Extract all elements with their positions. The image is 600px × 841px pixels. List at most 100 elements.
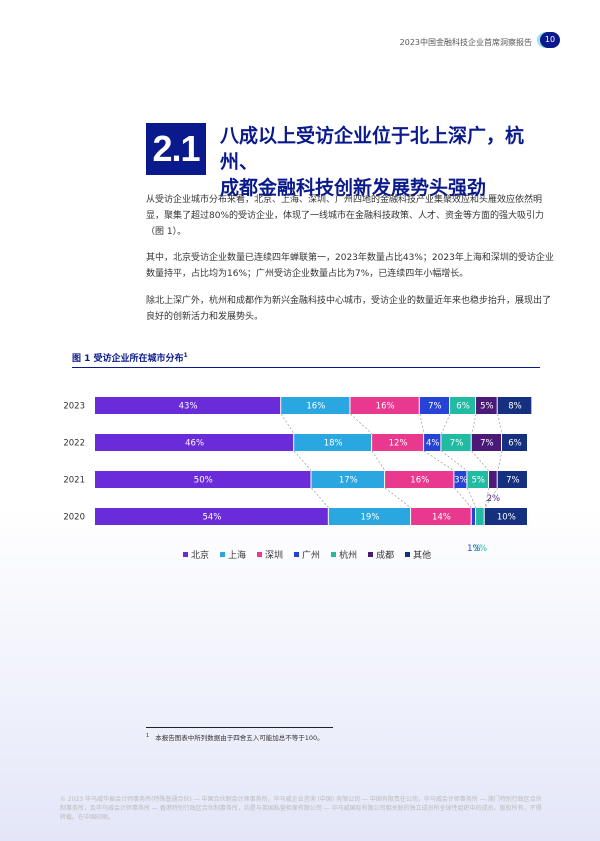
connector-line bbox=[371, 450, 386, 472]
connector-line bbox=[441, 413, 451, 435]
copyright-notice: © 2023 毕马威华振会计师事务所(特殊普通合伙) — 中国合伙制会计师事务所… bbox=[60, 796, 542, 821]
legend-label: 广州 bbox=[302, 551, 321, 561]
bar-segment bbox=[419, 397, 450, 414]
legend-swatch bbox=[257, 552, 263, 557]
legend-label: 其他 bbox=[413, 551, 432, 561]
section-title: 八成以上受访企业位于北上深广，杭州、 成都金融科技创新发展势头强劲 bbox=[220, 123, 560, 201]
footnote-text: 本报告图表中所列数据由于四舍五入可能加总不等于100。 bbox=[155, 734, 324, 742]
year-label: 2021 bbox=[63, 476, 85, 486]
bar-segment bbox=[450, 397, 476, 414]
bar-value-label: 3% bbox=[454, 476, 468, 486]
bar-segment bbox=[497, 397, 532, 414]
bar-value-label: 7% bbox=[450, 439, 464, 449]
paragraph-1: 从受访企业城市分布来看，北京、上海、深圳、广州四地的金融科技产业集聚效应和头雁效… bbox=[146, 195, 545, 237]
connector-line bbox=[484, 487, 490, 509]
legend-item: 北京 bbox=[183, 548, 209, 561]
legend-item: 广州 bbox=[294, 548, 320, 561]
report-title: 2023中国金融科技企业首席洞察报告 bbox=[399, 38, 532, 47]
bar-segment bbox=[497, 471, 527, 488]
connector-line bbox=[467, 487, 477, 509]
connector-line bbox=[384, 487, 412, 509]
connector-line bbox=[471, 450, 490, 472]
legend-label: 北京 bbox=[191, 551, 210, 561]
bar-value-label: 7% bbox=[428, 402, 442, 412]
bar-segment bbox=[484, 508, 527, 525]
bar-segment bbox=[424, 434, 441, 451]
connector-line bbox=[350, 413, 373, 435]
footnote-rule bbox=[146, 727, 333, 728]
legend-swatch bbox=[220, 552, 226, 557]
bar-value-label: 7% bbox=[506, 476, 519, 486]
bar-segment bbox=[489, 471, 497, 488]
bar-value-label: 54% bbox=[202, 513, 221, 523]
connector-line bbox=[471, 413, 477, 435]
city-distribution-chart: 2023 43% 16% 16% 7% 6% 5% 8% 2022 46% 18% 12% 4% 7% 7%… bbox=[63, 397, 532, 554]
bar-segment bbox=[95, 471, 311, 488]
bar-value-label: 2% bbox=[474, 544, 488, 554]
bar-value-label: 46% bbox=[185, 439, 204, 449]
bar-segment bbox=[95, 397, 281, 414]
legend-swatch bbox=[368, 552, 374, 557]
figure-footnote-ref: 1 bbox=[183, 352, 188, 359]
page-number-badge: 10 bbox=[540, 32, 560, 48]
year-label: 2022 bbox=[63, 439, 85, 449]
bar-segment bbox=[471, 508, 476, 525]
bar-value-label: 17% bbox=[339, 476, 358, 486]
bar-value-label: 43% bbox=[179, 402, 198, 412]
bar-segment bbox=[281, 397, 350, 414]
section-title-line1: 八成以上受访企业位于北上深广，杭州、 bbox=[220, 125, 525, 173]
legend-swatch bbox=[183, 552, 188, 557]
bar-value-label: 1% bbox=[467, 544, 481, 554]
connector-line bbox=[419, 413, 425, 435]
legend-swatch bbox=[405, 552, 411, 557]
legend-item: 上海 bbox=[220, 548, 246, 561]
bar-segment bbox=[372, 434, 424, 451]
year-label: 2023 bbox=[63, 402, 85, 412]
connector-line bbox=[441, 450, 468, 472]
legend-label: 上海 bbox=[228, 551, 247, 561]
bar-value-label: 6% bbox=[456, 402, 470, 412]
bar-segment bbox=[411, 508, 471, 525]
bar-value-label: 5% bbox=[471, 476, 485, 486]
bar-value-label: 14% bbox=[432, 513, 451, 523]
paragraph-3: 除北上深广外，杭州和成都作为新兴金融科技中心城市，受访企业的数量近年来也稳步抬升… bbox=[146, 296, 552, 322]
bar-value-label: 50% bbox=[194, 476, 213, 486]
bar-segment bbox=[502, 434, 527, 451]
figure-title-text: 图 1 受访企业所在城市分布 bbox=[72, 354, 184, 364]
footnote-marker: 1 bbox=[146, 732, 150, 739]
bar-value-label: 7% bbox=[480, 439, 494, 449]
bar-segment bbox=[454, 471, 467, 488]
legend-swatch bbox=[331, 552, 337, 557]
footnote: 1 本报告图表中所列数据由于四舍五入可能加总不等于100。 bbox=[146, 732, 324, 742]
connector-line bbox=[497, 450, 503, 472]
bar-value-label: 16% bbox=[306, 402, 325, 412]
bar-value-label: 10% bbox=[497, 513, 516, 523]
bar-segment bbox=[311, 471, 385, 488]
chart-legend: 北京 上海 深圳 广州 杭州 成都 其他 bbox=[183, 548, 431, 561]
legend-item: 杭州 bbox=[331, 548, 357, 561]
connector-line bbox=[311, 487, 330, 509]
paragraph-2: 其中，北京受访企业数量已连续四年蝉联第一，2023年数量占比43%；2023年上… bbox=[146, 253, 554, 279]
bar-segment bbox=[294, 434, 372, 451]
bar-value-label: 16% bbox=[410, 476, 429, 486]
connector-line bbox=[423, 450, 455, 472]
bar-value-label: 2% bbox=[487, 494, 501, 504]
legend-label: 杭州 bbox=[339, 551, 358, 561]
bar-value-label: 8% bbox=[508, 402, 522, 412]
bar-value-label: 5% bbox=[480, 402, 494, 412]
legend-item: 深圳 bbox=[257, 548, 283, 561]
bar-segment bbox=[95, 508, 328, 525]
bar-value-label: 4% bbox=[426, 439, 440, 449]
connector-line bbox=[497, 413, 503, 435]
section-number: 2.1 bbox=[146, 123, 206, 175]
section-title-line2: 成都金融科技创新发展势头强劲 bbox=[220, 177, 487, 199]
bar-value-label: 18% bbox=[324, 439, 343, 449]
bar-segment bbox=[350, 397, 419, 414]
bar-segment bbox=[328, 508, 411, 525]
connector-line bbox=[454, 487, 472, 509]
legend-item: 成都 bbox=[368, 548, 394, 561]
bar-segment bbox=[476, 397, 497, 414]
bar-value-label: 16% bbox=[376, 402, 395, 412]
legend-item: 其他 bbox=[405, 548, 431, 561]
figure-title-rule bbox=[72, 367, 540, 368]
